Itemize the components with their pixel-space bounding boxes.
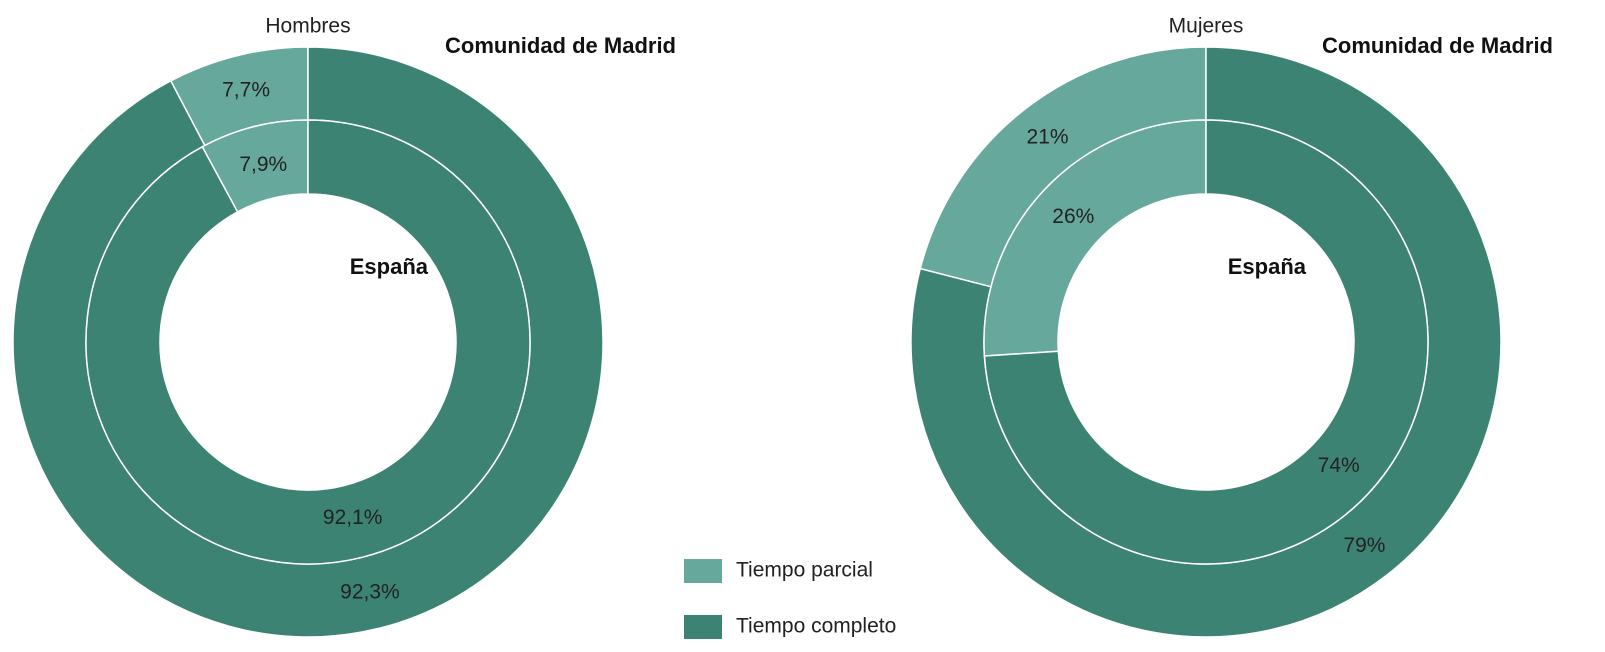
donut-segment: [983, 119, 1207, 357]
donut-segment: [85, 119, 531, 565]
chart-title: Mujeres: [1169, 15, 1244, 38]
value-label: 92,1%: [323, 506, 383, 529]
ring-label: España: [1228, 254, 1307, 279]
value-label: 21%: [1027, 125, 1069, 148]
value-label: 92,3%: [340, 581, 400, 604]
legend-swatch: [684, 559, 722, 583]
legend-label: Tiempo completo: [736, 615, 896, 638]
ring-label: Comunidad de Madrid: [1322, 33, 1553, 58]
value-label: 7,9%: [239, 153, 287, 176]
value-label: 7,7%: [222, 79, 270, 102]
chart-title: Hombres: [265, 15, 350, 38]
legend-label: Tiempo parcial: [736, 559, 873, 582]
ring-label: Comunidad de Madrid: [445, 33, 676, 58]
value-label: 26%: [1052, 205, 1094, 228]
value-label: 79%: [1343, 534, 1385, 557]
value-label: 74%: [1318, 454, 1360, 477]
donut-segment: [983, 119, 1429, 565]
ring-label: España: [350, 254, 429, 279]
legend-swatch: [684, 615, 722, 639]
